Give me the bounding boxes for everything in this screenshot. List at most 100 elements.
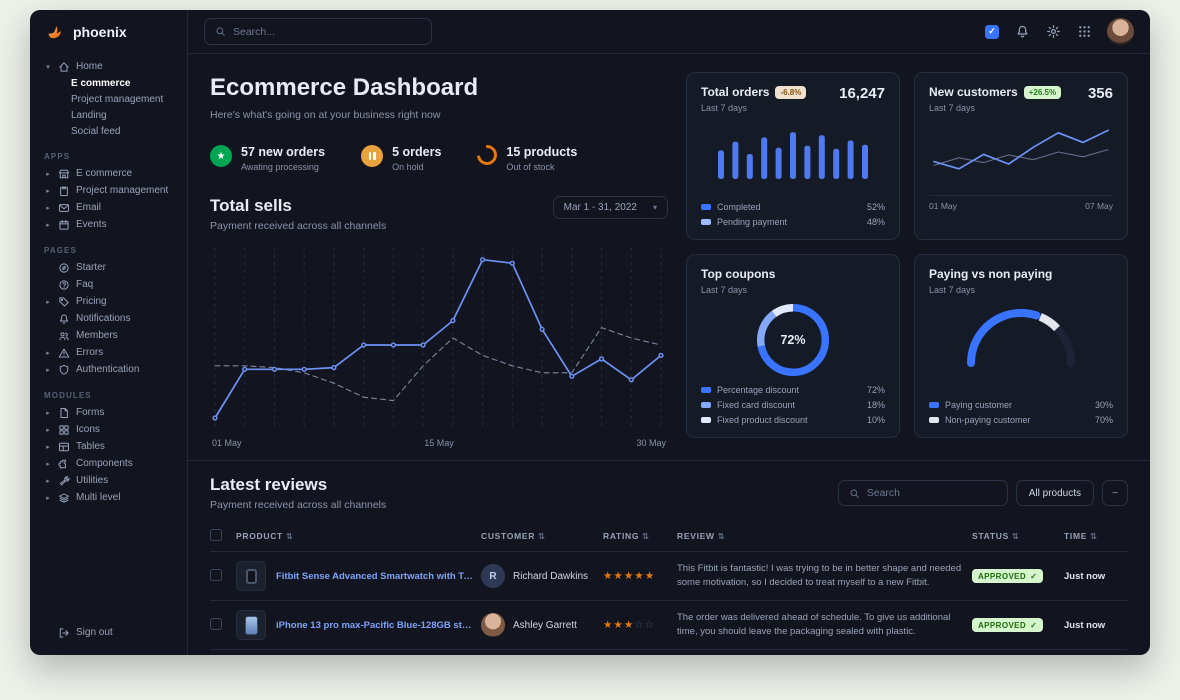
column-header-rating[interactable]: RATING bbox=[603, 523, 677, 552]
sidebar-item-icons[interactable]: ▸ Icons bbox=[44, 421, 179, 438]
sidebar-item-landing[interactable]: Landing bbox=[71, 109, 107, 121]
legend-label: Completed bbox=[717, 202, 761, 212]
customer-cell: R Richard Dawkins bbox=[481, 564, 595, 588]
sidebar-item-notifications[interactable]: Notifications bbox=[44, 310, 179, 327]
sidebar-item-label: Project management bbox=[76, 185, 169, 196]
sidebar-item-starter[interactable]: Starter bbox=[44, 259, 179, 276]
sidebar-item-members[interactable]: Members bbox=[44, 327, 179, 344]
search-icon bbox=[850, 488, 859, 498]
row-checkbox[interactable] bbox=[210, 617, 222, 630]
card-title: New customers bbox=[929, 85, 1018, 99]
wrench-icon bbox=[58, 475, 70, 487]
file-icon bbox=[58, 407, 70, 419]
apps-grid-button[interactable] bbox=[1076, 24, 1092, 40]
x-tick: 01 May bbox=[929, 201, 957, 211]
row-checkbox[interactable] bbox=[210, 568, 222, 581]
product-thumbnail bbox=[236, 561, 266, 591]
stat-text: 5 orders On hold bbox=[392, 145, 441, 172]
topbar: ✓ bbox=[188, 10, 1150, 54]
cell-checkbox bbox=[210, 649, 236, 655]
card-period: Last 7 days bbox=[701, 285, 748, 295]
card-total-orders: Total orders -6.8% Last 7 days 16,247 Co… bbox=[686, 72, 900, 240]
review-text: This Fitbit is fantastic! I was trying t… bbox=[677, 562, 962, 588]
reviews-search-input[interactable] bbox=[866, 487, 997, 499]
star-icon: ★ bbox=[210, 145, 232, 167]
sidebar-item-components[interactable]: ▸ Components bbox=[44, 455, 179, 472]
card-title: Top coupons bbox=[701, 267, 776, 281]
topbar-search[interactable] bbox=[204, 18, 432, 45]
date-range-select[interactable]: Mar 1 - 31, 2022 ▾ bbox=[552, 196, 668, 219]
caret-right-icon: ▸ bbox=[46, 426, 50, 434]
check-square-icon[interactable]: ✓ bbox=[985, 24, 999, 39]
spiral-icon bbox=[473, 140, 502, 170]
sidebar-item-events[interactable]: ▸ Events bbox=[44, 216, 179, 233]
sidebar-item-utilities[interactable]: ▸ Utilities bbox=[44, 472, 179, 489]
sidebar-item-pricing[interactable]: ▸ Pricing bbox=[44, 293, 179, 310]
user-avatar[interactable] bbox=[1107, 18, 1134, 45]
top-coupons-donut-chart bbox=[756, 303, 830, 377]
content: Ecommerce Dashboard Here's what's going … bbox=[188, 54, 1150, 655]
sort-icon bbox=[283, 531, 293, 541]
home-icon bbox=[58, 61, 70, 73]
legend-item: Non-paying customer 70% bbox=[929, 415, 1113, 425]
sidebar-item-label: Forms bbox=[76, 407, 105, 418]
column-header-product[interactable]: PRODUCT bbox=[236, 523, 481, 552]
column-header-customer[interactable]: CUSTOMER bbox=[481, 523, 603, 552]
phoenix-logo-icon bbox=[46, 22, 66, 42]
topbar-icon-group: ✓ bbox=[985, 24, 1092, 40]
sidebar-item-authentication[interactable]: ▸ Authentication bbox=[44, 361, 179, 378]
sidebar-item-project-management[interactable]: ▸ Project management bbox=[44, 182, 179, 199]
sidebar-item-project-management[interactable]: Project management bbox=[71, 93, 164, 105]
legend-item: Percentage discount 72% bbox=[701, 385, 885, 395]
product-link[interactable]: iPhone 13 pro max-Pacific Blue-128GB sto… bbox=[276, 619, 473, 631]
rating-stars: ★★★★★ bbox=[603, 570, 655, 582]
card-period: Last 7 days bbox=[929, 285, 976, 295]
sidebar-item-label: Members bbox=[76, 330, 118, 341]
search-input[interactable] bbox=[233, 25, 421, 38]
sidebar-item-email[interactable]: ▸ Email bbox=[44, 199, 179, 216]
sidebar-item-e-commerce[interactable]: E commerce bbox=[71, 77, 131, 89]
sidebar-item-tables[interactable]: ▸ Tables bbox=[44, 438, 179, 455]
customer-avatar bbox=[481, 613, 505, 637]
sidebar-item-e-commerce[interactable]: ▸ E commerce bbox=[44, 165, 179, 182]
product-link[interactable]: Fitbit Sense Advanced Smartwatch with To… bbox=[276, 570, 473, 582]
sidebar-item-multi-level[interactable]: ▸ Multi level bbox=[44, 489, 179, 506]
column-header-status[interactable]: STATUS bbox=[972, 523, 1064, 552]
table-options-button[interactable]: − bbox=[1102, 480, 1128, 506]
sidebar-item-label: Sign out bbox=[76, 627, 113, 638]
sidebar-item-faq[interactable]: Faq bbox=[44, 276, 179, 293]
column-header-review[interactable]: REVIEW bbox=[677, 523, 972, 552]
sidebar-item-social-feed[interactable]: Social feed bbox=[71, 125, 121, 137]
smartwatch-image bbox=[245, 568, 257, 584]
sidebar-item-forms[interactable]: ▸ Forms bbox=[44, 404, 179, 421]
status-text: APPROVED bbox=[978, 571, 1027, 581]
card-value: 16,247 bbox=[839, 85, 885, 102]
sidebar-item-errors[interactable]: ▸ Errors bbox=[44, 344, 179, 361]
legend-label: Pending payment bbox=[717, 217, 788, 227]
legend-label: Fixed card discount bbox=[717, 400, 796, 410]
sidebar-item-sign-out[interactable]: Sign out bbox=[44, 624, 173, 641]
legend-marker bbox=[701, 402, 711, 408]
cell-status: APPROVED ✓ bbox=[972, 551, 1064, 601]
total-sells-header: Total sells Payment received across all … bbox=[210, 196, 668, 232]
bell-button[interactable] bbox=[1014, 24, 1030, 40]
all-products-filter-button[interactable]: All products bbox=[1015, 480, 1094, 506]
legend-item: Pending payment 48% bbox=[701, 217, 885, 227]
caret-right-icon: ▸ bbox=[46, 366, 50, 374]
sidebar-item-label: E commerce bbox=[76, 168, 133, 179]
card-title: Total orders bbox=[701, 85, 770, 99]
sort-icon bbox=[1087, 531, 1097, 541]
column-header-time[interactable]: TIME bbox=[1064, 523, 1128, 552]
sidebar-item-home[interactable]: ▾ Home bbox=[44, 58, 179, 75]
caret-right-icon: ▸ bbox=[46, 170, 50, 178]
reviews-table: PRODUCT CUSTOMER RATING REVIEW STATUS TI… bbox=[210, 523, 1128, 655]
brand[interactable]: phoenix bbox=[30, 10, 187, 54]
select-all-checkbox[interactable] bbox=[210, 529, 222, 541]
x-tick: 07 May bbox=[1085, 201, 1113, 211]
caret-right-icon: ▸ bbox=[46, 298, 50, 306]
gear-button[interactable] bbox=[1045, 24, 1061, 40]
reviews-search[interactable] bbox=[837, 480, 1008, 506]
card-period: Last 7 days bbox=[929, 103, 976, 113]
legend-label: Non-paying customer bbox=[945, 415, 1031, 425]
status-badge: APPROVED ✓ bbox=[972, 618, 1044, 632]
